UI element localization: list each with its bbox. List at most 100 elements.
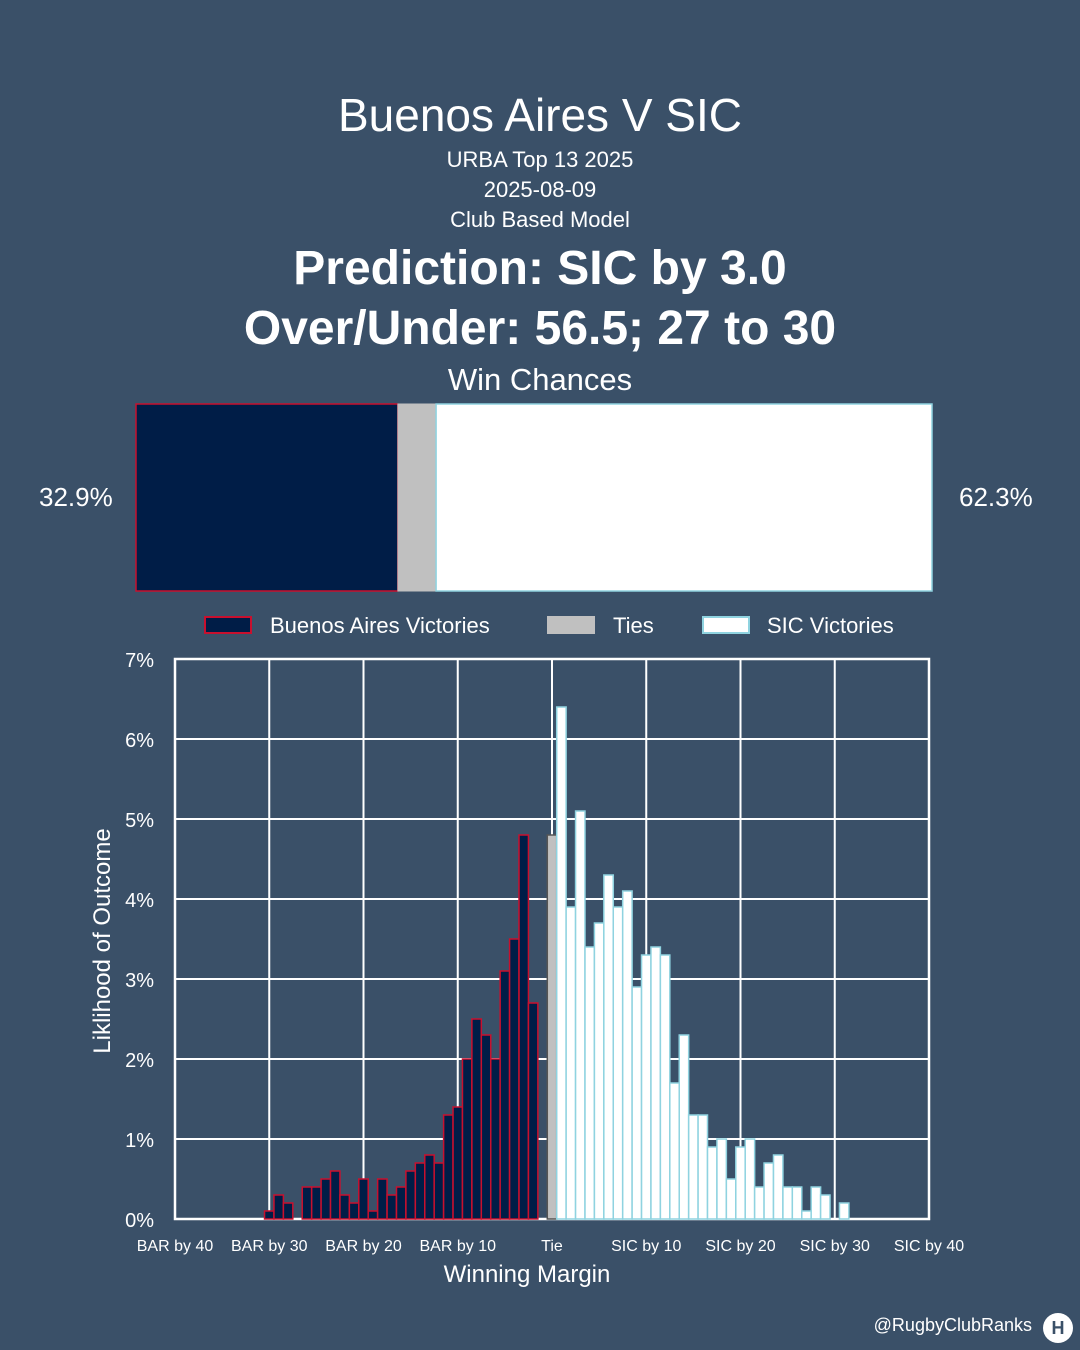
bar-s0-0 [263, 1210, 275, 1220]
bar-s0-24 [489, 1058, 501, 1220]
x-tick-label-2: BAR by 20 [325, 1238, 402, 1255]
bar-s0-23 [480, 1034, 492, 1220]
bar-s2-23 [772, 1154, 784, 1220]
prediction-text: Prediction: SIC by 3.0 [293, 242, 787, 295]
bar-s0-8 [339, 1194, 351, 1220]
bar-s0-17 [424, 1154, 435, 1220]
bar-s2-7 [621, 890, 633, 1220]
bar-s2-17 [716, 1138, 728, 1220]
bar-s2-15 [697, 1114, 709, 1220]
chart-title: Buenos Aires V SIC [338, 89, 742, 141]
x-tick-label-7: SIC by 30 [800, 1238, 870, 1255]
bar-s0-27 [518, 834, 530, 1220]
bar-s0-10 [358, 1178, 369, 1220]
bar-s0-14 [395, 1186, 407, 1220]
legend-label-1: Ties [613, 613, 654, 638]
bar-s0-28 [527, 1002, 539, 1220]
bar-s2-0 [555, 706, 567, 1220]
y-tick-label-1: 1% [125, 1130, 154, 1152]
win-bar-tie [397, 403, 437, 592]
x-tick-label-1: BAR by 30 [231, 1238, 308, 1255]
away-win-percent: 62.3% [959, 482, 1033, 512]
x-tick-label-6: SIC by 20 [705, 1238, 775, 1255]
bar-s2-3 [584, 946, 596, 1220]
bar-s1-0 [546, 834, 558, 1220]
bar-s0-1 [273, 1194, 285, 1220]
bar-s0-22 [471, 1018, 483, 1220]
y-tick-label-6: 6% [125, 730, 154, 752]
legend: Buenos Aires Victories Ties SIC Victories [204, 613, 894, 638]
bar-s0-6 [320, 1178, 332, 1220]
legend-swatch-1 [547, 616, 595, 634]
y-tick-label-2: 2% [125, 1050, 154, 1072]
bar-s2-12 [669, 1082, 680, 1220]
bar-s2-10 [650, 946, 662, 1220]
legend-swatch-2 [702, 616, 750, 634]
x-tick-label-4: Tie [541, 1238, 563, 1255]
bar-s2-19 [735, 1146, 746, 1220]
bar-s2-21 [753, 1186, 765, 1220]
y-tick-label-0: 0% [125, 1210, 154, 1232]
bar-s2-16 [706, 1146, 718, 1220]
bar-s2-2 [574, 810, 586, 1220]
bar-s2-13 [678, 1034, 690, 1220]
win-chances-title: Win Chances [447, 362, 633, 397]
bar-s0-16 [414, 1162, 426, 1220]
bar-s0-25 [499, 970, 511, 1220]
legend-label-2: SIC Victories [767, 613, 894, 638]
win-bar-away [435, 403, 933, 592]
bar-s0-20 [452, 1106, 464, 1220]
x-tick-label-3: BAR by 10 [420, 1238, 497, 1255]
bar-s0-9 [348, 1202, 360, 1220]
legend-swatch-0 [204, 616, 252, 634]
bar-s2-30 [838, 1202, 850, 1220]
bar-s0-5 [310, 1186, 322, 1220]
bar-s2-25 [791, 1186, 803, 1220]
bar-s0-26 [508, 938, 520, 1220]
competition-name: URBA Top 13 2025 [446, 147, 634, 172]
bar-s0-4 [301, 1186, 313, 1220]
match-date: 2025-08-09 [483, 177, 597, 202]
histogram-bars [263, 706, 850, 1220]
bar-s2-26 [801, 1210, 812, 1220]
bar-s2-24 [782, 1186, 794, 1220]
x-tick-label-5: SIC by 10 [611, 1238, 681, 1255]
y-tick-label-3: 3% [125, 970, 154, 992]
bar-s2-20 [744, 1138, 756, 1220]
bar-s2-1 [565, 906, 577, 1220]
bar-s2-8 [631, 986, 643, 1220]
bar-s0-18 [433, 1162, 445, 1220]
bar-s2-27 [810, 1186, 822, 1220]
legend-label-0: Buenos Aires Victories [270, 613, 490, 638]
win-chances-bar [135, 403, 933, 592]
y-axis-label: Liklihood of Outcome [89, 828, 116, 1053]
y-tick-label-4: 4% [125, 890, 154, 912]
axes: BAR by 40 BAR by 30 BAR by 20 BAR by 10 Tie S… [89, 650, 964, 1288]
rugby-posts-logo-icon: H [1043, 1313, 1073, 1343]
bar-s2-14 [687, 1114, 699, 1220]
y-tick-label-5: 5% [125, 810, 154, 832]
bar-s0-19 [442, 1114, 454, 1220]
bar-s2-18 [725, 1178, 737, 1220]
win-bar-home [135, 403, 399, 592]
bar-s0-15 [405, 1170, 417, 1220]
bar-s2-28 [819, 1194, 831, 1220]
bar-s2-6 [612, 906, 624, 1220]
bar-s0-7 [329, 1170, 341, 1220]
bar-s0-21 [461, 1058, 473, 1220]
bar-s0-12 [376, 1178, 388, 1220]
bar-s0-11 [367, 1210, 379, 1220]
bar-s0-2 [282, 1202, 294, 1220]
bar-s2-9 [640, 954, 652, 1220]
bar-s2-11 [659, 954, 671, 1220]
home-win-percent: 32.9% [39, 482, 113, 512]
bar-s2-5 [603, 874, 615, 1220]
twitter-handle: @RugbyClubRanks [873, 1315, 1032, 1335]
bar-s0-13 [386, 1194, 398, 1220]
bar-s2-22 [763, 1162, 775, 1220]
margin-chart: Buenos Aires Victories Ties SIC Victories … [89, 403, 964, 1288]
x-tick-label-0: BAR by 40 [137, 1238, 214, 1255]
model-name: Club Based Model [450, 207, 630, 232]
over-under-text: Over/Under: 56.5; 27 to 30 [243, 302, 837, 355]
x-axis-label: Winning Margin [444, 1261, 611, 1288]
